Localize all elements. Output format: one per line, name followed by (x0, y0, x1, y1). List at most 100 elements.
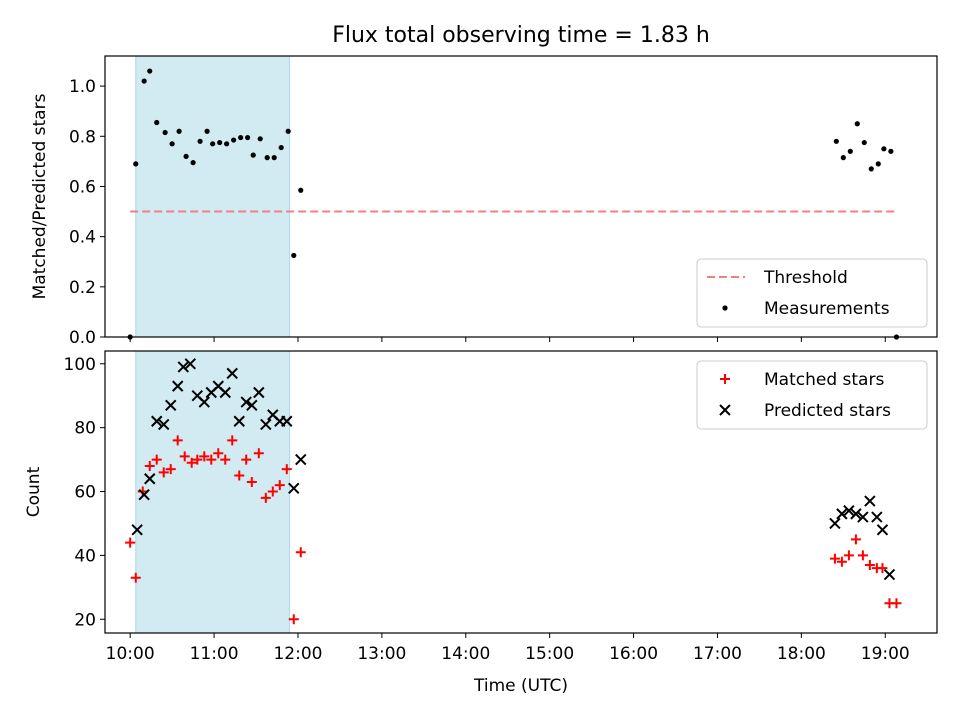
predicted-star-point (871, 511, 883, 523)
y-tick-label: 1.0 (69, 77, 96, 97)
y-axis-label: Matched/Predicted stars (30, 93, 50, 299)
predicted-star-point (829, 517, 841, 530)
predicted-star-point (836, 508, 848, 520)
matched-star-point (253, 448, 264, 459)
measurement-point (271, 155, 277, 161)
legend-measurements-swatch (722, 305, 728, 311)
predicted-star-point (177, 361, 190, 373)
predicted-star-point (883, 568, 896, 581)
predicted-star-point (219, 386, 231, 399)
measurement-point (224, 141, 230, 147)
measurement-point (861, 139, 867, 146)
x-tick-label: 18:00 (777, 644, 826, 664)
y-axis-label: Count (24, 466, 44, 517)
matched-star-point (234, 470, 245, 481)
measurement-point (133, 161, 139, 167)
matched-star-point (179, 451, 190, 462)
measurement-point (162, 129, 168, 136)
chart-title: Flux total observing time = 1.83 h (332, 23, 710, 48)
measurement-point (868, 166, 874, 172)
matched-star-point (829, 553, 840, 564)
y-tick-label: 0.6 (69, 177, 96, 197)
matched-star-point (172, 435, 183, 446)
y-tick-label: 0.2 (69, 278, 96, 298)
x-tick-label: 11:00 (190, 644, 239, 664)
y-tick-label: 0.4 (69, 228, 96, 248)
y-tick-label: 40 (74, 546, 96, 566)
matched-star-point (850, 534, 861, 545)
matched-star-point (220, 454, 231, 465)
predicted-star-point (295, 453, 307, 466)
bottom-panel: 20 40 60 80 100 10:00 11:00 12:00 13:00 14:00 15:0… (24, 350, 938, 696)
legend: Matched stars Predicted stars (696, 360, 928, 430)
measurement-point (833, 138, 839, 144)
predicted-star-point (260, 418, 272, 431)
predicted-star-point (864, 495, 876, 507)
matched-star-point (151, 454, 162, 465)
measurement-point (291, 252, 297, 259)
predicted-star-point (876, 524, 889, 536)
matched-star-point (267, 486, 278, 497)
predicted-star-point (138, 489, 150, 501)
measurement-point (298, 187, 304, 193)
measurement-point (285, 128, 291, 134)
axes-frame (104, 55, 938, 338)
matched-star-point (857, 550, 868, 561)
predicted-star-point (281, 415, 293, 427)
measurement-point (147, 68, 153, 74)
observing-interval-band (135, 55, 291, 338)
matched-star-point (288, 614, 299, 625)
matched-star-point (246, 476, 257, 487)
matched-star-point (260, 492, 271, 503)
legend-label: Measurements (764, 299, 890, 319)
legend: Threshold Measurements (696, 258, 928, 328)
matched-star-point (281, 464, 292, 475)
predicted-star-point (253, 386, 265, 399)
x-tick-label: 10:00 (106, 644, 155, 664)
matched-star-point (213, 448, 224, 459)
matched-star-point (199, 451, 210, 462)
x-tick-label: 15:00 (525, 644, 574, 664)
matched-star-point (274, 480, 285, 491)
predicted-star-point (144, 473, 156, 485)
y-tick-label: 60 (74, 483, 96, 503)
measurement-point (197, 138, 203, 144)
predicted-star-point (198, 396, 210, 408)
measurement-point (210, 141, 216, 147)
predicted-star-point (184, 358, 197, 370)
legend-box (696, 258, 928, 328)
top-panel: 0.0 0.2 0.4 0.6 0.8 1.0 Matched/Predicted star… (30, 55, 938, 348)
measurement-point (169, 141, 175, 147)
measurement-point (278, 144, 284, 151)
matched-star-point (165, 464, 176, 475)
observing-interval-band (135, 350, 291, 634)
y-tick-label: 0.0 (69, 328, 96, 348)
predicted-star-point (165, 399, 177, 411)
predicted-star-point (240, 396, 252, 408)
legend-label: Matched stars (764, 370, 884, 390)
measurement-point (245, 134, 251, 141)
predicted-star-point (850, 508, 862, 520)
measurement-point (847, 148, 853, 154)
measurement-point (231, 137, 237, 143)
legend-box (696, 360, 928, 430)
matched-star-point (836, 556, 847, 567)
matched-star-point (877, 563, 888, 574)
measurement-point (238, 134, 244, 141)
y-tick-label: 0.8 (69, 127, 96, 147)
measurement-point (854, 121, 860, 127)
measurement-point (204, 128, 210, 134)
predicted-star-point (233, 415, 245, 427)
measurement-point (183, 153, 189, 159)
legend-label: Predicted stars (764, 401, 891, 421)
measurement-point (154, 119, 160, 126)
x-tick-label: 16:00 (609, 644, 658, 664)
x-axis-label: Time (UTC) (473, 676, 568, 696)
measurement-point (840, 155, 846, 161)
y-tick-label: 100 (64, 355, 96, 375)
measurement-point (257, 136, 263, 142)
measurement-point (888, 148, 894, 154)
matched-star-point (295, 547, 306, 558)
predicted-star-point (158, 418, 170, 431)
